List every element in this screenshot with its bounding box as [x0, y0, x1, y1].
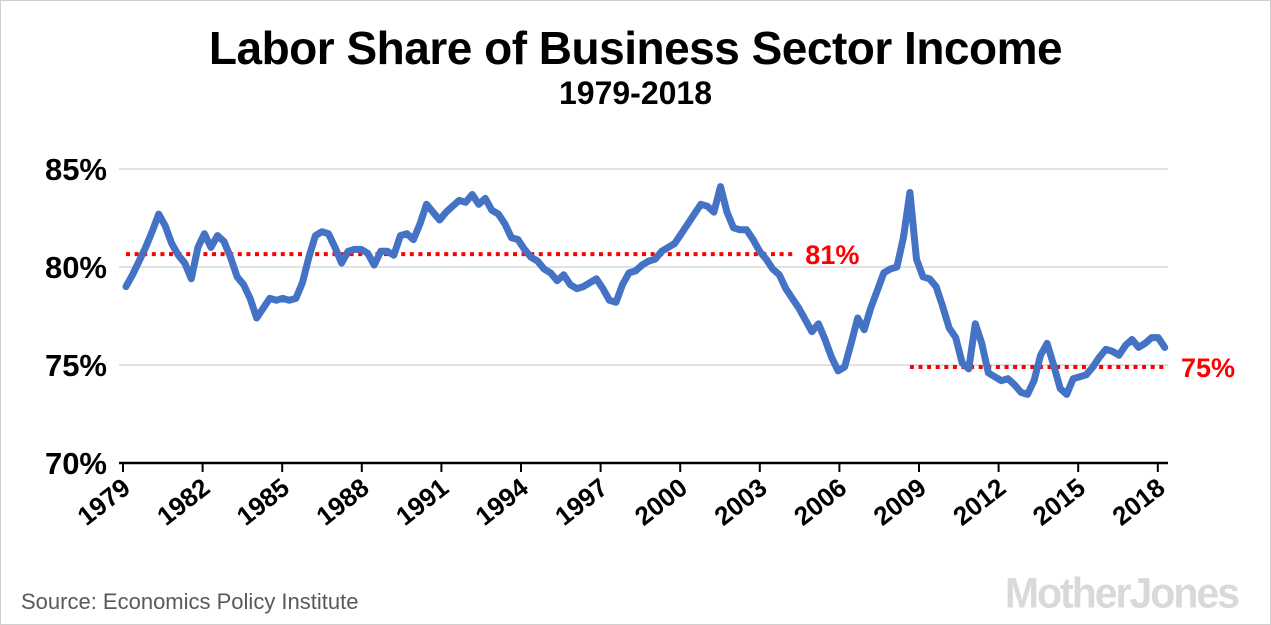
x-axis-tick-label: 1985	[231, 472, 295, 531]
chart-title: Labor Share of Business Sector Income	[208, 22, 1063, 74]
x-axis-tick-label: 1988	[310, 472, 374, 531]
source-note: Source: Economics Policy Institute	[21, 589, 359, 614]
x-axis-tick-label: 2018	[1106, 472, 1170, 531]
chart-subtitle: 1979-2018	[558, 75, 713, 111]
x-axis-tick-label: 1994	[470, 472, 534, 532]
x-axis-tick-label: 2006	[788, 472, 852, 531]
x-axis-tick-label: 1982	[151, 472, 215, 531]
x-axis-tick-label: 2003	[708, 472, 772, 531]
x-axis-tick-label: 1997	[549, 472, 613, 531]
y-axis-tick-label: 75%	[45, 348, 107, 383]
x-axis-tick-label: 2012	[947, 472, 1011, 531]
reference-line-label: 81%	[805, 240, 859, 270]
y-axis-tick-label: 70%	[45, 446, 107, 481]
mother-jones-logo: MotherJones	[1004, 568, 1240, 617]
x-axis-tick-label: 2009	[868, 472, 932, 531]
reference-line-label: 75%	[1181, 353, 1235, 383]
y-axis-tick-label: 85%	[45, 152, 107, 187]
x-axis-tick-label: 2015	[1027, 472, 1091, 531]
labor-share-series-line	[122, 183, 1169, 398]
y-axis-tick-label: 80%	[45, 250, 107, 285]
x-axis-tick-label: 2000	[629, 472, 693, 531]
x-axis-tick-label: 1991	[390, 472, 454, 531]
